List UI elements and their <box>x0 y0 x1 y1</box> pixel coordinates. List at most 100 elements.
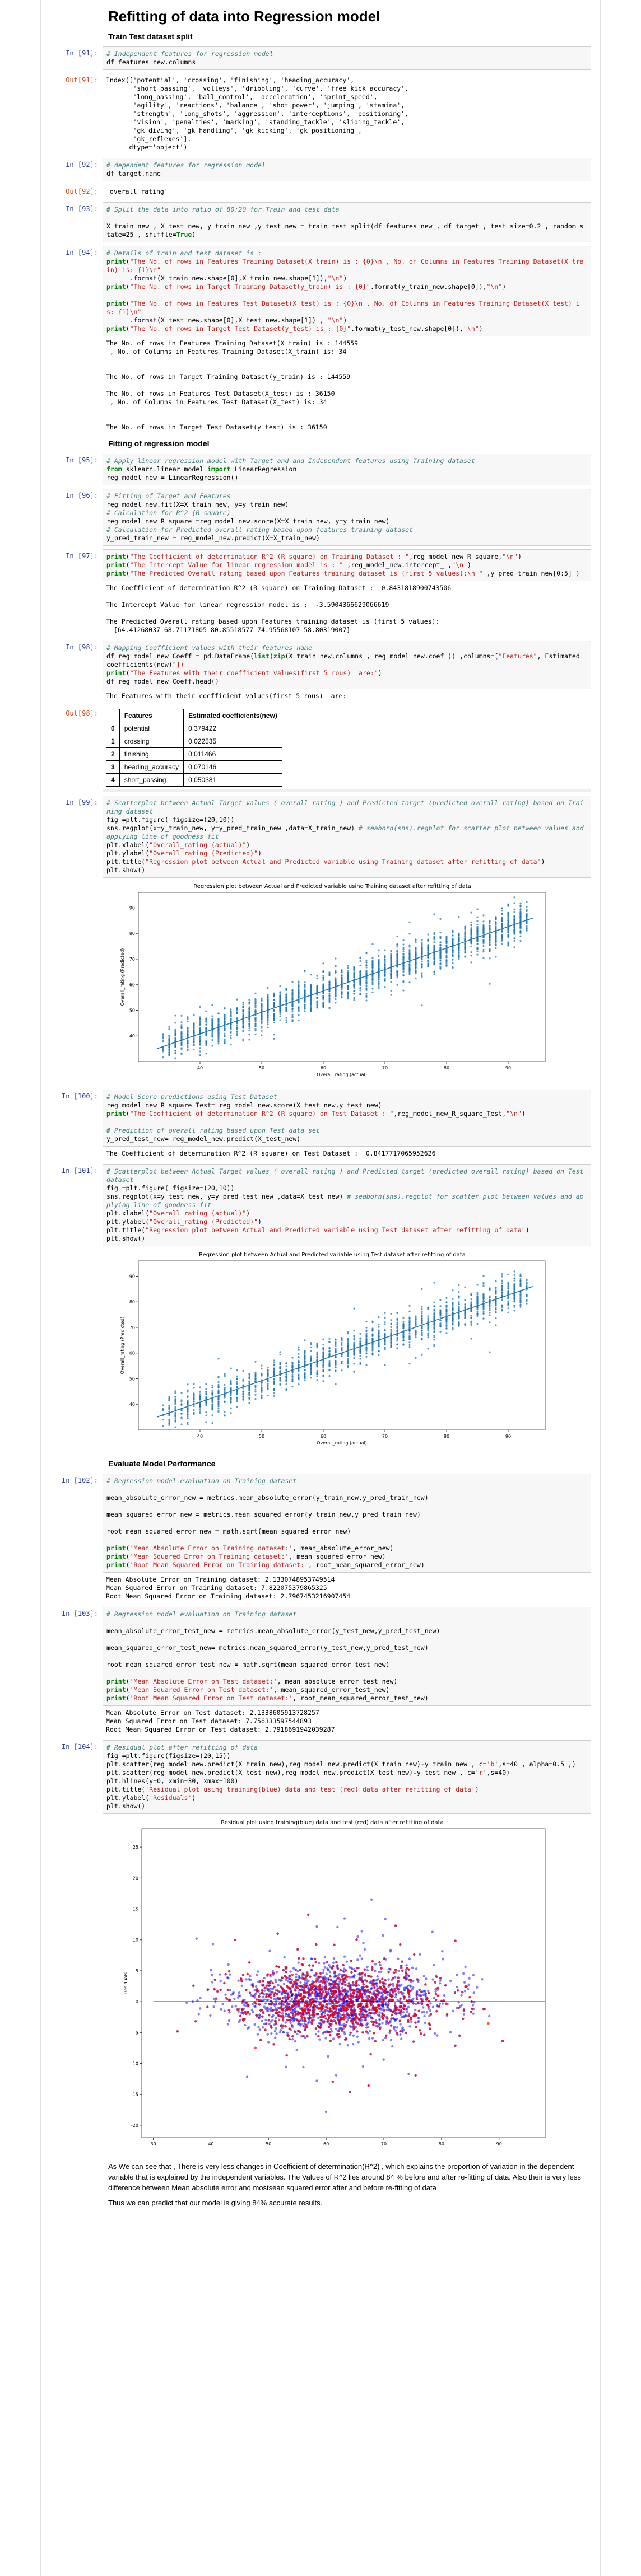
code-cell-92[interactable]: In [92]: # dependent features for regres… <box>41 158 600 181</box>
scatter-point <box>230 1037 232 1040</box>
code-cell-94[interactable]: In [94]: # Details of train and test dat… <box>41 246 600 434</box>
scatter-point <box>439 1305 442 1307</box>
scatter-point <box>162 1047 164 1049</box>
code-line: plt.hlines(y=0, xmin=30, xmax=100) <box>106 1777 239 1785</box>
scatter-point <box>273 1395 275 1397</box>
scatter-point <box>298 988 300 990</box>
scatter-point <box>230 1023 232 1026</box>
scatter-point <box>501 1299 503 1302</box>
code-cell-103[interactable]: In [103]: # Regression model evaluation … <box>41 1607 600 1737</box>
code-cell-100[interactable]: In [100]: # Model Score predictions usin… <box>41 1090 600 1161</box>
scatter-point <box>205 1040 207 1042</box>
scatter-point <box>230 1391 232 1394</box>
code-input[interactable]: # Regression model evaluation on Trainin… <box>103 1474 591 1573</box>
code-cell-95[interactable]: In [95]: # Apply linear regression model… <box>41 454 600 485</box>
scatter-point <box>507 921 509 923</box>
code-input[interactable]: # Model Score predictions using Test Dat… <box>103 1090 591 1147</box>
scatter-point <box>328 1341 331 1343</box>
code-cell-91[interactable]: In [91]: # Independent features for regr… <box>41 46 600 70</box>
code-input[interactable]: # Fitting of Target and Features reg_mode… <box>103 489 591 546</box>
scatter-point <box>187 1410 189 1413</box>
code-line: # Fitting of Target and Features <box>106 492 231 500</box>
code-line: # Apply linear regression model with Tar… <box>106 457 475 465</box>
code-input[interactable]: # Independent features for regression mo… <box>103 46 591 70</box>
code-input[interactable]: # Scatterplot between Actual Target valu… <box>103 1164 591 1246</box>
scatter-point <box>261 1025 263 1028</box>
residual-point <box>401 2026 404 2029</box>
scatter-point <box>402 948 405 951</box>
code-input[interactable]: # Residual plot after refitting of data f… <box>103 1740 591 1814</box>
code-cell-97[interactable]: In [97]: print("The Coefficient of deter… <box>41 549 600 637</box>
code-cell-101[interactable]: In [101]: # Scatterplot between Actual T… <box>41 1164 600 1455</box>
scatter-point <box>187 1016 189 1018</box>
scatter-point <box>279 1362 281 1364</box>
code-input[interactable]: # Apply linear regression model with Tar… <box>103 454 591 485</box>
scatter-point <box>452 949 454 951</box>
scatter-point <box>439 1316 442 1319</box>
scatter-point <box>273 1002 275 1004</box>
scatter-point <box>396 1312 398 1314</box>
code-input[interactable]: # Details of train and test dataset is :… <box>103 246 591 336</box>
scatter-point <box>248 1013 250 1015</box>
scatter-point <box>174 1413 176 1416</box>
scatter-point <box>341 986 343 988</box>
scatter-point <box>248 1007 250 1010</box>
code-line: df_features_new.columns <box>106 58 196 66</box>
code-line: # Prediction of overall rating based upo… <box>106 1126 320 1134</box>
x-tick-label: 80 <box>444 1065 449 1070</box>
code-cell-96[interactable]: In [96]: # Fitting of Target and Feature… <box>41 489 600 546</box>
code-input[interactable]: # dependent features for regression mode… <box>103 158 591 181</box>
scatter-point <box>421 964 423 966</box>
code-line <box>106 1485 587 1494</box>
output-prompt: Out[92]: <box>66 188 98 195</box>
output-line: 'short_passing', 'volleys', 'dribbling',… <box>106 85 409 92</box>
scatter-point <box>205 1388 207 1390</box>
code-cell-99[interactable]: In [99]: # Scatterplot between Actual Ta… <box>41 796 600 1086</box>
scatter-point <box>402 989 405 992</box>
scatter-point <box>261 1018 263 1021</box>
scatter-point <box>168 1054 170 1056</box>
code-input[interactable]: # Split the data into ratio of 80:20 for… <box>103 202 591 242</box>
scatter-point <box>335 1343 337 1345</box>
scatter-point <box>402 1344 405 1346</box>
code-cell-104[interactable]: In [104]: # Residual plot after refittin… <box>41 1740 600 2157</box>
scatter-point <box>180 1423 183 1425</box>
code-input[interactable]: print("The Coefficient of determination … <box>103 549 591 581</box>
scatter-point <box>304 1363 306 1366</box>
scatter-point <box>402 953 405 955</box>
code-cell-93[interactable]: In [93]: # Split the data into ratio of … <box>41 202 600 242</box>
scatter-point <box>421 1354 423 1356</box>
scatter-point <box>359 989 361 992</box>
scatter-point <box>513 1286 515 1288</box>
code-input[interactable]: # Mapping Coefficient values with their … <box>103 641 591 689</box>
scatter-point <box>408 944 411 946</box>
scatter-point <box>390 955 392 957</box>
horizontal-scrollbar[interactable] <box>103 789 591 792</box>
scatter-point <box>501 943 503 945</box>
scatter-point <box>248 1386 250 1388</box>
scatter-point <box>476 934 479 937</box>
scatter-point <box>187 1018 189 1020</box>
scatter-point <box>347 1355 349 1357</box>
scatter-point <box>433 1305 435 1307</box>
scatter-point <box>427 1336 429 1339</box>
scatter-point <box>242 1396 244 1399</box>
scatter-point <box>408 1346 411 1348</box>
code-input[interactable]: # Scatterplot between Actual Target valu… <box>103 796 591 878</box>
scatter-point <box>433 949 435 951</box>
y-tick-label: 5 <box>136 1969 138 1974</box>
code-cell-102[interactable]: In [102]: # Regression model evaluation … <box>41 1474 600 1603</box>
code-input[interactable]: # Regression model evaluation on Trainin… <box>103 1607 591 1706</box>
scatter-point <box>254 1388 257 1391</box>
scatter-point <box>310 984 312 986</box>
scatter-point <box>168 1034 170 1037</box>
y-tick-label: 15 <box>133 1907 138 1912</box>
scatter-point <box>261 1389 263 1391</box>
scatter-point <box>482 957 485 960</box>
scatter-point <box>168 1028 170 1030</box>
scatter-point <box>495 956 497 958</box>
scatter-point <box>273 1017 275 1020</box>
scatter-point <box>267 996 269 998</box>
scatter-point <box>526 1286 528 1288</box>
code-cell-98[interactable]: In [98]: # Mapping Coefficient values wi… <box>41 641 600 703</box>
